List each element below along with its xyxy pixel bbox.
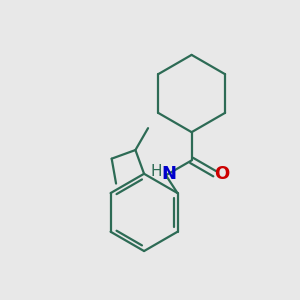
Text: N: N [161,165,176,183]
Text: O: O [214,165,229,183]
Text: H: H [151,164,162,179]
